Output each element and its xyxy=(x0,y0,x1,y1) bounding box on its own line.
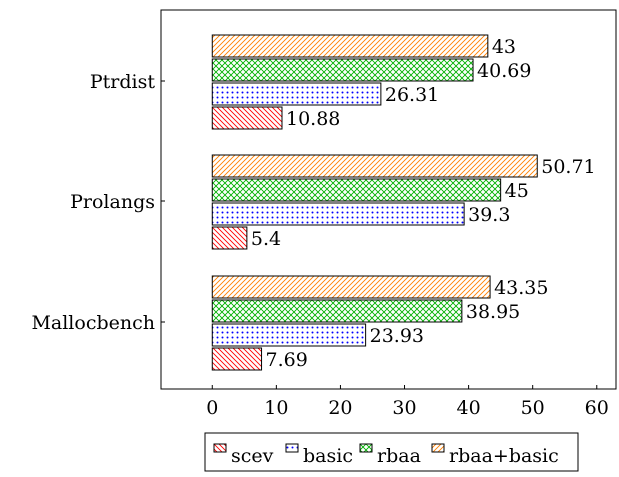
data-label-rbaa-prolangs: 45 xyxy=(505,180,529,202)
legend-swatch-rbaa xyxy=(359,443,373,453)
bar-rbaa-mallocbench xyxy=(211,299,463,323)
legend-swatch-scev xyxy=(213,443,227,453)
x-tick-label-20: 20 xyxy=(328,397,352,419)
plot-area-frame xyxy=(160,9,617,390)
data-label-rbaa-basic-mallocbench: 43.35 xyxy=(494,277,548,299)
data-label-rbaa-mallocbench: 38.95 xyxy=(466,301,520,323)
data-label-scev-ptrdist: 10.88 xyxy=(286,108,340,130)
x-tick-label-40: 40 xyxy=(457,397,481,419)
legend-swatch-basic xyxy=(285,443,299,453)
legend: scev basic rbaa rbaa+basic xyxy=(204,432,579,472)
bar-rbaa-basic-ptrdist xyxy=(211,34,489,58)
legend-items: scev basic rbaa rbaa+basic xyxy=(213,443,559,467)
bar-basic-ptrdist xyxy=(211,82,382,106)
bar-scev-ptrdist xyxy=(211,106,283,130)
bar-rbaa-basic-mallocbench xyxy=(211,275,491,299)
y-tick-label-mallocbench: Mallocbench xyxy=(31,312,155,334)
data-label-scev-prolangs: 5.4 xyxy=(251,228,281,250)
y-tick-label-prolangs: Prolangs xyxy=(70,191,155,213)
data-label-basic-mallocbench: 23.93 xyxy=(370,325,424,347)
legend-box xyxy=(204,432,579,472)
data-label-basic-ptrdist: 26.31 xyxy=(385,84,439,106)
bars-group xyxy=(211,34,538,371)
bar-basic-prolangs xyxy=(211,202,465,226)
x-tick-label-50: 50 xyxy=(521,397,545,419)
legend-label-rbaa-basic: rbaa+basic xyxy=(449,445,559,467)
bar-rbaa-basic-prolangs xyxy=(211,154,538,178)
bar-rbaa-ptrdist xyxy=(211,58,474,82)
bar-rbaa-prolangs xyxy=(211,178,502,202)
data-label-rbaa-basic-ptrdist: 43 xyxy=(492,36,516,58)
x-axis: 0 10 20 30 40 50 60 xyxy=(206,385,609,419)
legend-label-scev: scev xyxy=(231,445,274,467)
x-tick-label-0: 0 xyxy=(206,397,218,419)
data-label-scev-mallocbench: 7.69 xyxy=(266,349,308,371)
data-label-rbaa-ptrdist: 40.69 xyxy=(477,60,531,82)
data-label-rbaa-basic-prolangs: 50.71 xyxy=(541,156,595,178)
y-tick-label-ptrdist: Ptrdist xyxy=(90,71,155,93)
bar-basic-mallocbench xyxy=(211,323,367,347)
bar-scev-prolangs xyxy=(211,226,248,250)
bar-scev-mallocbench xyxy=(211,347,263,371)
x-tick-label-60: 60 xyxy=(585,397,609,419)
legend-swatch-rbaa-basic xyxy=(431,443,445,453)
data-label-basic-prolangs: 39.3 xyxy=(468,204,510,226)
legend-label-basic: basic xyxy=(303,445,353,467)
legend-label-rbaa: rbaa xyxy=(377,445,421,467)
x-tick-label-10: 10 xyxy=(264,397,288,419)
x-tick-label-30: 30 xyxy=(392,397,416,419)
y-axis: Ptrdist Prolangs Mallocbench xyxy=(31,71,165,334)
